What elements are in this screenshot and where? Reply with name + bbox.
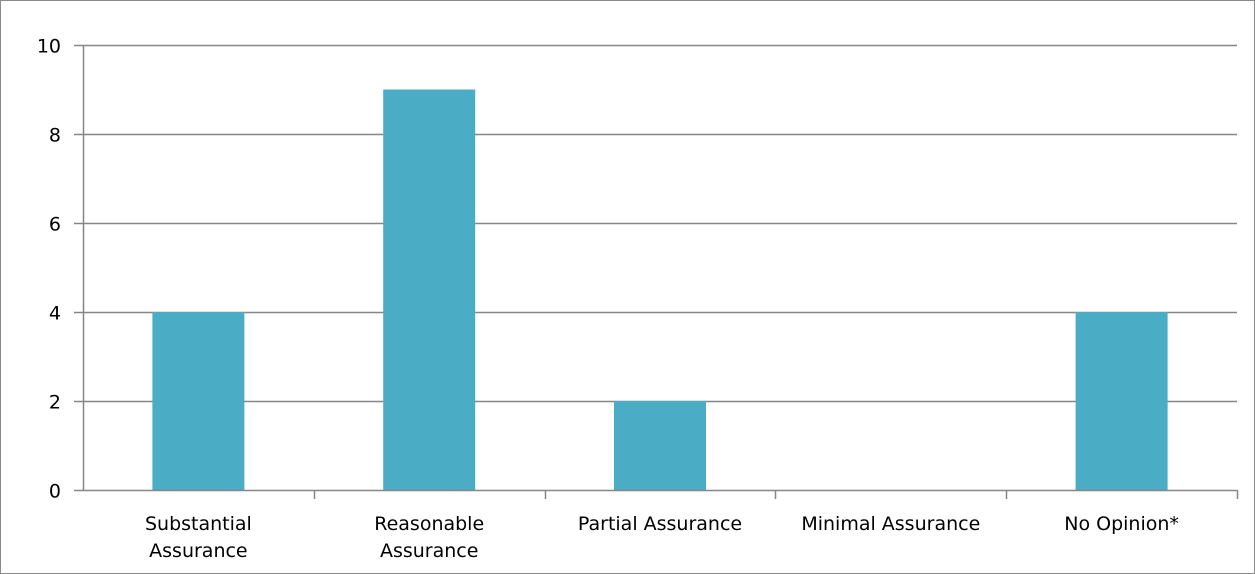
bars [152,89,1168,490]
gridlines [83,44,1237,403]
bar [614,401,706,490]
x-category-label-line: Reasonable [374,513,484,535]
axes [74,44,1239,499]
x-category-label: No Opinion* [1064,513,1179,535]
y-tick-labels: 0 2 4 6 8 10 [37,36,61,503]
y-tick-label: 10 [37,36,61,58]
x-category-labels: Substantial Assurance Reasonable Assurance P… [145,513,1179,562]
bar [152,312,245,490]
x-category-label: Substantial Assurance [145,513,252,562]
bar [1075,312,1168,490]
x-category-label-line: No Opinion* [1064,513,1179,535]
x-category-label-line: Partial Assurance [578,513,742,535]
x-category-label: Partial Assurance [578,513,742,535]
x-category-label: Minimal Assurance [801,513,980,535]
x-category-label-line: Assurance [149,540,247,562]
x-category-label-line: Substantial [145,513,252,535]
x-category-label-line: Minimal Assurance [801,513,980,535]
y-tick-label: 0 [49,481,61,503]
y-tick-label: 2 [49,392,61,414]
bar [383,89,476,490]
y-tick-label: 6 [49,214,61,236]
x-category-label: Reasonable Assurance [374,513,484,562]
y-tick-label: 4 [49,303,61,325]
y-tick-label: 8 [49,125,61,147]
x-category-label-line: Assurance [380,540,478,562]
